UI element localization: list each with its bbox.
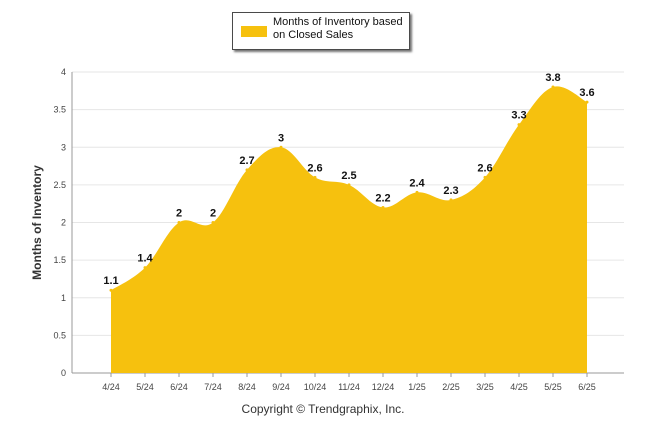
y-tick-label: 3 [61, 142, 66, 152]
x-tick-label: 10/24 [304, 382, 327, 392]
data-point [245, 168, 249, 172]
data-point [517, 123, 521, 127]
y-tick-label: 2 [61, 218, 66, 228]
x-tick-label: 3/25 [476, 382, 494, 392]
legend-swatch [241, 26, 267, 37]
series-area [111, 86, 587, 374]
data-point [551, 85, 555, 89]
data-point [177, 221, 181, 224]
data-label: 3.6 [579, 87, 594, 99]
y-tick-label: 0.5 [53, 330, 66, 340]
legend: Months of Inventory based on Closed Sale… [232, 12, 410, 50]
data-label: 2.3 [443, 185, 458, 197]
x-tick-label: 1/25 [408, 382, 426, 392]
copyright-text: Copyright © Trendgraphix, Inc. [241, 402, 405, 416]
x-tick-label: 6/24 [170, 382, 188, 392]
x-tick-label: 5/25 [544, 382, 562, 392]
data-point [347, 183, 351, 187]
data-point [211, 221, 215, 224]
data-label: 2 [176, 208, 182, 220]
y-tick-label: 3.5 [53, 105, 66, 115]
data-point [143, 266, 147, 270]
data-point [279, 145, 283, 149]
data-label: 3.3 [511, 110, 526, 122]
data-point [313, 175, 317, 179]
y-tick-label: 1 [61, 293, 66, 303]
data-label: 3.8 [545, 72, 560, 84]
data-point [483, 175, 487, 179]
data-label: 1.1 [103, 275, 118, 287]
data-label: 1.4 [137, 253, 153, 265]
x-tick-label: 9/24 [272, 382, 290, 392]
data-label: 2.2 [375, 192, 390, 204]
x-tick-label: 2/25 [442, 382, 460, 392]
data-label: 2 [210, 208, 216, 220]
legend-label: Months of Inventory based on Closed Sale… [273, 16, 403, 41]
x-tick-label: 6/25 [578, 382, 596, 392]
x-tick-label: 4/25 [510, 382, 528, 392]
data-point [109, 288, 113, 292]
x-tick-label: 4/24 [102, 382, 120, 392]
data-label: 2.4 [409, 177, 425, 189]
x-tick-label: 11/24 [338, 382, 360, 392]
data-point [449, 198, 453, 202]
x-tick-label: 8/24 [238, 382, 256, 392]
y-axis-label: Months of Inventory [30, 165, 44, 280]
x-tick-label: 5/24 [136, 382, 154, 392]
y-tick-label: 1.5 [53, 255, 66, 265]
data-label: 2.6 [307, 162, 322, 174]
data-label: 2.6 [477, 162, 492, 174]
x-tick-label: 12/24 [372, 382, 395, 392]
x-tick-label: 7/24 [204, 382, 222, 392]
data-point [415, 190, 419, 194]
data-point [585, 100, 589, 104]
y-tick-label: 2.5 [53, 180, 66, 190]
y-tick-label: 4 [61, 67, 66, 77]
data-point [381, 205, 385, 209]
y-tick-label: 0 [61, 368, 66, 378]
data-label: 3 [278, 132, 284, 144]
data-label: 2.5 [341, 170, 356, 182]
data-label: 2.7 [239, 155, 254, 167]
